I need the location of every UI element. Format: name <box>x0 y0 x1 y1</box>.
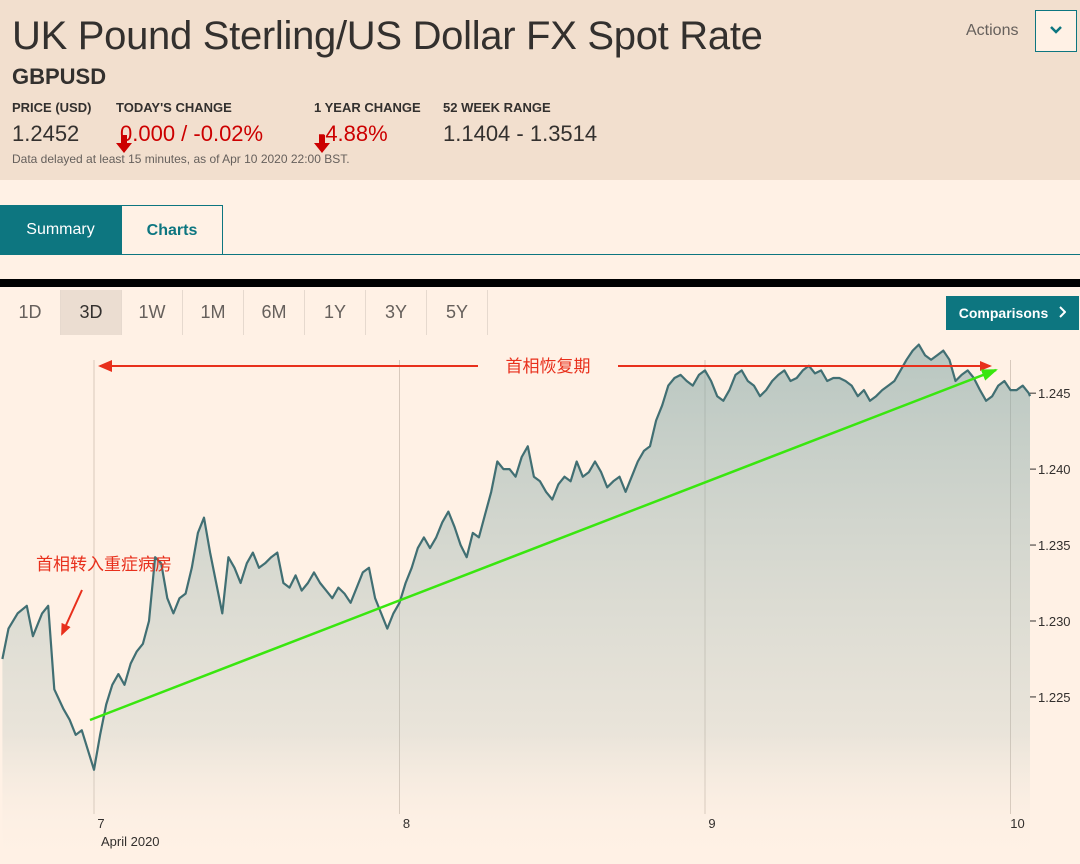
range-1d-button[interactable]: 1D <box>0 290 61 335</box>
ticker-symbol: GBPUSD <box>12 64 107 89</box>
annotations: 首相恢复期 首相转入重症病房 <box>36 357 998 722</box>
chevron-down-icon <box>1049 22 1063 40</box>
range-1y-button[interactable]: 1Y <box>305 290 366 335</box>
delay-disclaimer: Data delayed at least 15 minutes, as of … <box>12 152 350 166</box>
range-1w-button[interactable]: 1W <box>122 290 183 335</box>
today-change: 0.000 / -0.02% <box>116 121 264 154</box>
x-axis-sublabel: April 2020 <box>101 834 160 849</box>
range-1m-button[interactable]: 1M <box>183 290 244 335</box>
actions-label: Actions <box>966 22 1019 39</box>
x-tick-label: 7 <box>97 816 104 831</box>
price-chart[interactable]: 1.225 1.230 1.235 1.240 1.245 7 8 9 10 April 202… <box>0 340 1080 864</box>
tab-charts[interactable]: Charts <box>121 205 223 255</box>
comparisons-button[interactable]: Comparisons <box>946 296 1079 330</box>
icu-annotation-arrow <box>61 589 83 636</box>
range-3d-button[interactable]: 3D <box>61 290 122 335</box>
period-arrowhead-left <box>98 360 112 372</box>
comparisons-label: Comparisons <box>958 305 1049 321</box>
today-change-label: TODAY'S CHANGE <box>116 100 232 115</box>
x-tick-label: 8 <box>403 816 410 831</box>
range-52w-value: 1.1404 - 1.3514 <box>443 121 598 146</box>
page-title: UK Pound Sterling/US Dollar FX Spot Rate <box>12 14 763 58</box>
tab-summary[interactable]: Summary <box>0 205 121 255</box>
year-change: -4.88% <box>314 121 388 154</box>
y-tick-label: 1.240 <box>1038 462 1071 477</box>
chevron-right-icon <box>1058 305 1067 321</box>
trend-arrow <box>89 368 998 722</box>
y-tick-label: 1.235 <box>1038 538 1071 553</box>
price-line <box>1 343 1032 771</box>
y-axis: 1.225 1.230 1.235 1.240 1.245 <box>1030 386 1071 705</box>
range-5y-button[interactable]: 5Y <box>427 290 488 335</box>
range-52w-label: 52 WEEK RANGE <box>443 100 551 115</box>
price-value: 1.2452 <box>12 121 80 146</box>
icu-annotation-label: 首相转入重症病房 <box>36 555 172 575</box>
tab-divider <box>0 254 1080 255</box>
divider-bar <box>0 279 1080 287</box>
today-change-value: 0.000 / -0.02% <box>120 121 264 146</box>
x-axis: 7 8 9 10 April 2020 <box>97 816 1024 849</box>
range-6m-button[interactable]: 6M <box>244 290 305 335</box>
y-tick-label: 1.245 <box>1038 386 1071 401</box>
y-tick-label: 1.225 <box>1038 690 1071 705</box>
x-tick-label: 10 <box>1010 816 1024 831</box>
actions-dropdown-button[interactable] <box>1035 10 1077 52</box>
y-tick-label: 1.230 <box>1038 614 1071 629</box>
quote-header: UK Pound Sterling/US Dollar FX Spot Rate… <box>0 0 1080 180</box>
year-change-label: 1 YEAR CHANGE <box>314 100 421 115</box>
x-tick-label: 9 <box>708 816 715 831</box>
range-3y-button[interactable]: 3Y <box>366 290 427 335</box>
year-change-value: -4.88% <box>318 121 388 146</box>
price-label: PRICE (USD) <box>12 100 92 115</box>
recovery-period-label: 首相恢复期 <box>506 357 591 377</box>
price-area <box>2 344 1030 864</box>
